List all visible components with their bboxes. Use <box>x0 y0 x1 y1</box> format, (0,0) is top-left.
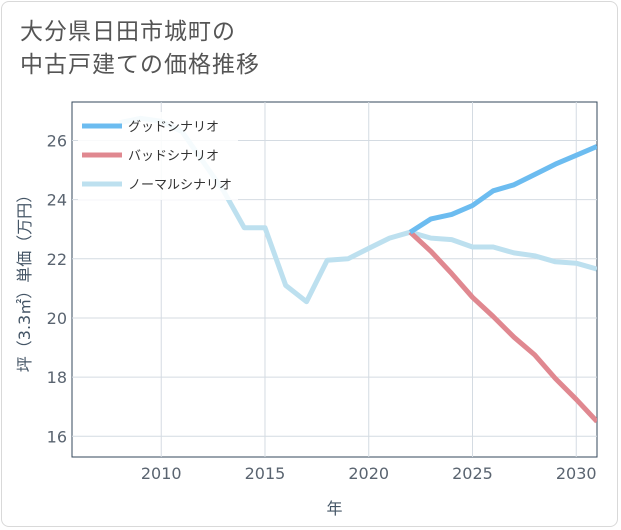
x-tick-label-2030: 2030 <box>556 464 597 483</box>
y-axis-label: 坪（3.3㎡）単価（万円） <box>15 187 34 372</box>
x-tick-label-2025: 2025 <box>452 464 493 483</box>
y-tick-label-18: 18 <box>47 368 67 387</box>
legend-label-1: バッドシナリオ <box>128 149 219 164</box>
chart-title-line-1: 大分県日田市城町の <box>20 19 236 45</box>
y-tick-label-16: 16 <box>47 427 67 446</box>
x-tick-label-2010: 2010 <box>141 464 182 483</box>
series-line-0 <box>408 144 597 235</box>
x-axis-label: 年 <box>326 499 342 518</box>
legend-label-0: グッドシナリオ <box>128 120 219 135</box>
y-tick-label-26: 26 <box>47 131 67 150</box>
chart-title-line-2: 中古戸建ての価格推移 <box>20 52 260 78</box>
y-tick-label-24: 24 <box>47 191 67 210</box>
x-tick-label-2020: 2020 <box>348 464 389 483</box>
y-tick-label-22: 22 <box>47 250 67 269</box>
plot-frame <box>71 101 598 458</box>
y-tick-label-20: 20 <box>47 309 67 328</box>
series-line-1 <box>408 230 597 424</box>
chart-title: 大分県日田市城町の 中古戸建ての価格推移 <box>20 16 260 82</box>
legend-label-2: ノーマルシナリオ <box>128 178 232 193</box>
x-tick-label-2015: 2015 <box>245 464 286 483</box>
